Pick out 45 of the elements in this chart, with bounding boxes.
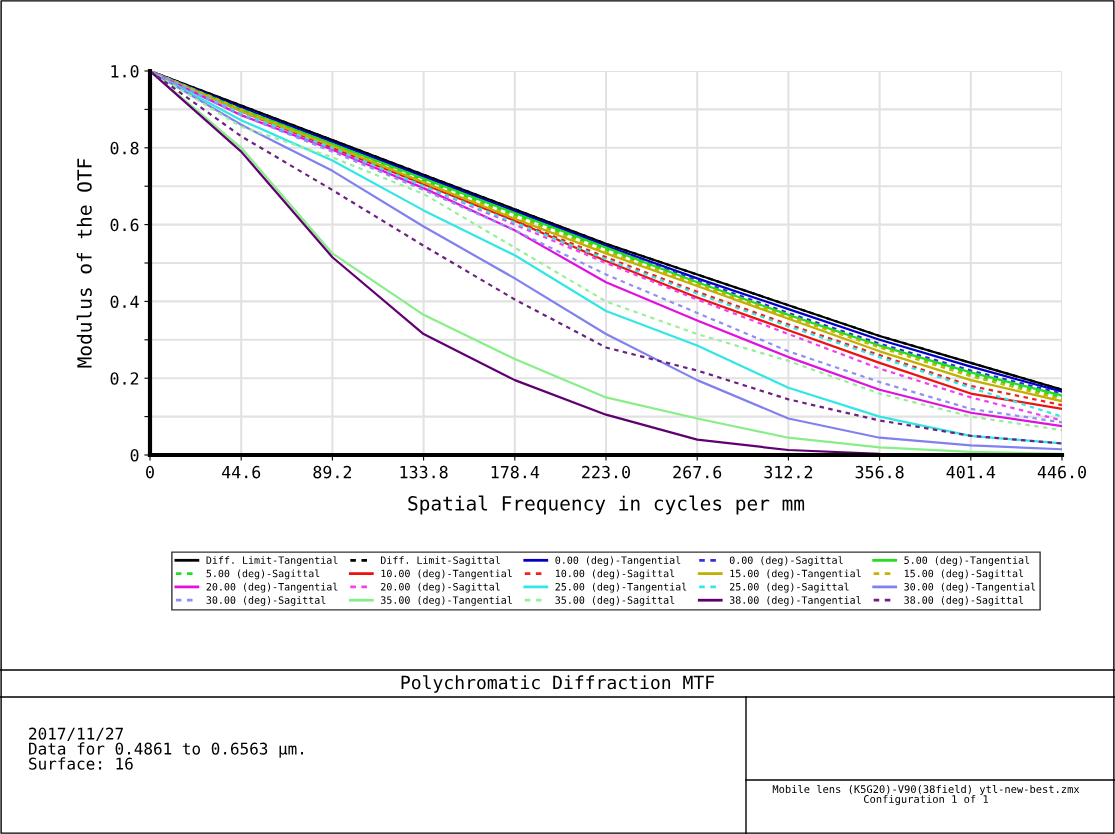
legend-label: 38.00 (deg)-Sagittal — [904, 596, 1024, 606]
text: Data for 0.4861 to 0.6563 µm. — [29, 742, 304, 758]
x-tick-label: 0 — [146, 465, 154, 479]
legend-label: 38.00 (deg)-Tangential — [729, 596, 861, 606]
legend-label: 30.00 (deg)-Sagittal — [206, 596, 326, 606]
x-tick-label: 44.6 — [221, 465, 261, 479]
legend-label: 20.00 (deg)-Sagittal — [381, 582, 500, 593]
legend-label: 25.00 (deg)-Sagittal — [729, 582, 849, 593]
x-tick-label: 401.4 — [946, 465, 996, 479]
legend-label: Diff. Limit-Tangential — [206, 556, 338, 566]
x-tick-label: 267.6 — [673, 465, 722, 479]
x-tick-label: 178.4 — [491, 465, 540, 479]
x-axis-title: Spatial Frequency in cycles per mm — [408, 495, 805, 515]
legend-label: 30.00 (deg)-Tangential — [904, 582, 1036, 593]
text: Mobile lens (K5G20)-V90(38field) ytl-new-best.zmx — [772, 784, 1080, 796]
y-axis-title: Modulus of the OTF — [76, 158, 92, 368]
y-tick-label: 0.8 — [110, 141, 139, 155]
y-tick-label: 1.0 — [111, 65, 139, 78]
legend-label: 15.00 (deg)-Tangential — [730, 569, 861, 580]
text: Configuration 1 of 1 — [863, 794, 989, 806]
x-tick-label: 89.2 — [313, 465, 352, 479]
legend-label: 25.00 (deg)-Tangential — [555, 582, 687, 593]
x-tick-label: 446.0 — [1037, 465, 1087, 479]
legend-label: 10.00 (deg)-Sagittal — [555, 569, 675, 580]
y-tick-label: 0.6 — [110, 218, 139, 232]
x-tick-label: 356.8 — [855, 465, 904, 479]
legend-label: 0.00 (deg)-Sagittal — [729, 556, 843, 566]
legend-label: 5.00 (deg)-Tangential — [904, 556, 1030, 566]
y-tick-label: 0.4 — [110, 295, 139, 309]
legend-label: 5.00 (deg)-Sagittal — [206, 569, 320, 580]
x-tick-label: 133.8 — [400, 465, 448, 479]
text: Surface: 16 — [29, 757, 133, 770]
legend-label: 35.00 (deg)-Tangential — [381, 596, 512, 606]
y-tick-label: 0.2 — [110, 372, 139, 385]
x-tick-label: 312.2 — [764, 465, 813, 479]
legend-label: 35.00 (deg)-Sagittal — [555, 596, 675, 606]
legend-label: 10.00 (deg)-Tangential — [381, 569, 512, 580]
legend-label: 15.00 (deg)-Sagittal — [904, 569, 1024, 580]
legend-label: 20.00 (deg)-Tangential — [206, 582, 338, 593]
legend-label: 0.00 (deg)-Tangential — [555, 556, 681, 566]
text: Polychromatic Diffraction MTF — [401, 675, 715, 693]
legend-label: Diff. Limit-Sagittal — [381, 556, 500, 566]
x-tick-label: 223.0 — [582, 465, 631, 479]
text: 2017/11/27 — [29, 727, 123, 741]
y-tick-label: 0 — [130, 449, 139, 462]
